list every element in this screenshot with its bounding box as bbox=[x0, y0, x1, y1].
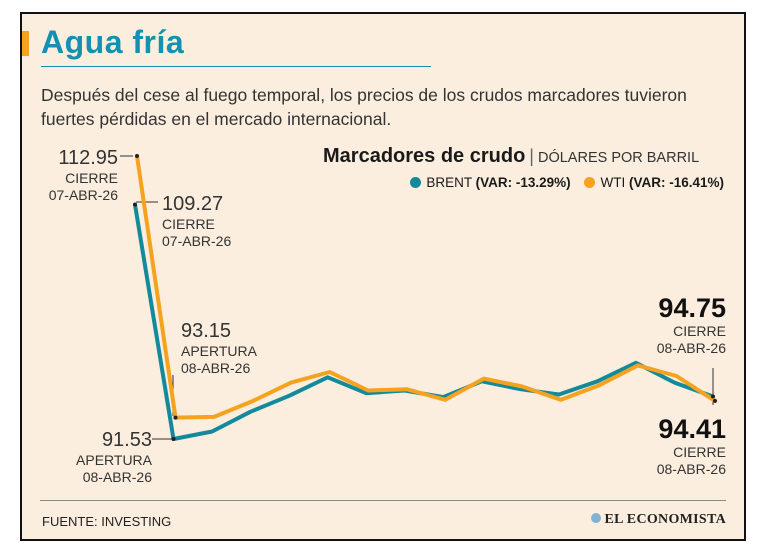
data-point-wti bbox=[713, 398, 717, 403]
annotation-value: 112.95 bbox=[58, 147, 118, 169]
chart-title-row: Marcadores de crudo | DÓLARES POR BARRIL bbox=[323, 145, 699, 168]
annotation-value: 94.41 bbox=[658, 414, 726, 444]
annotation-date: 08-ABR-26 bbox=[656, 461, 726, 477]
data-point-brent bbox=[171, 437, 176, 441]
legend-name-wti: WTI bbox=[600, 175, 626, 190]
chart-unit-label: DÓLARES POR BARRIL bbox=[537, 150, 700, 166]
annotation-brent-close-prev: 109.27 CIERRE 07-ABR-26 bbox=[162, 192, 231, 250]
source-label: FUENTE: INVESTING bbox=[42, 514, 172, 529]
series-line-wti bbox=[135, 154, 717, 420]
legend-name-brent: BRENT bbox=[426, 175, 472, 190]
legend-item-wti: WTI (VAR: -16.41%) bbox=[584, 175, 724, 190]
annotation-date: 08-ABR-26 bbox=[656, 340, 726, 356]
footer-divider bbox=[40, 500, 726, 501]
annotation-label: CIERRE bbox=[673, 444, 726, 460]
legend-var-brent: (VAR: -13.29%) bbox=[475, 175, 571, 190]
annotation-label: APERTURA bbox=[76, 452, 152, 468]
annotation-label: CIERRE bbox=[673, 323, 726, 339]
annotation-date: 07-ABR-26 bbox=[48, 187, 118, 203]
brand-name: EL ECONOMISTA bbox=[604, 512, 726, 527]
annotation-wti-open: 93.15 APERTURA 08-ABR-26 bbox=[181, 319, 257, 377]
page-title: Agua fría bbox=[41, 24, 185, 60]
annotation-label: CIERRE bbox=[162, 216, 215, 232]
legend-dot-brent bbox=[410, 177, 422, 188]
annotation-wti-close: 94.41 CIERRE 08-ABR-26 bbox=[620, 414, 726, 478]
annotation-value: 93.15 bbox=[181, 320, 232, 342]
brand-logo: EL ECONOMISTA bbox=[590, 512, 727, 528]
annotation-value: 91.53 bbox=[101, 429, 152, 451]
legend-dot-wti bbox=[584, 177, 596, 188]
brand-globe-icon bbox=[590, 513, 601, 523]
annotation-value: 94.75 bbox=[658, 293, 726, 323]
chart-title: Marcadores de crudo bbox=[323, 145, 526, 167]
chart-title-separator: | bbox=[529, 146, 534, 166]
data-point-wti bbox=[173, 415, 178, 420]
legend-item-brent: BRENT (VAR: -13.29%) bbox=[410, 175, 571, 190]
page-subtitle: Después del cese al fuego temporal, los … bbox=[41, 85, 687, 129]
legend-var-wti: (VAR: -16.41%) bbox=[628, 175, 724, 190]
title-underline bbox=[41, 66, 431, 67]
annotation-date: 07-ABR-26 bbox=[162, 233, 232, 249]
annotation-date: 08-ABR-26 bbox=[82, 469, 152, 485]
annotation-label: APERTURA bbox=[181, 343, 257, 359]
annotation-wti-close-prev: 112.95 CIERRE 07-ABR-26 bbox=[46, 146, 118, 204]
data-point-brent bbox=[133, 202, 137, 207]
series-layer bbox=[133, 154, 717, 441]
data-point-brent bbox=[711, 394, 715, 399]
title-accent-bar bbox=[22, 31, 29, 56]
annotation-brent-open: 91.53 APERTURA 08-ABR-26 bbox=[62, 428, 152, 486]
data-point-wti bbox=[135, 154, 139, 158]
annotation-value: 109.27 bbox=[162, 193, 224, 215]
annotation-brent-close: 94.75 CIERRE 08-ABR-26 bbox=[620, 293, 726, 357]
infographic-frame bbox=[20, 12, 746, 541]
annotation-label: CIERRE bbox=[65, 170, 118, 186]
chart-legend: BRENT (VAR: -13.29%) WTI (VAR: -16.41%) bbox=[400, 175, 724, 190]
annotation-date: 08-ABR-26 bbox=[181, 360, 251, 376]
points-layer bbox=[133, 154, 717, 441]
